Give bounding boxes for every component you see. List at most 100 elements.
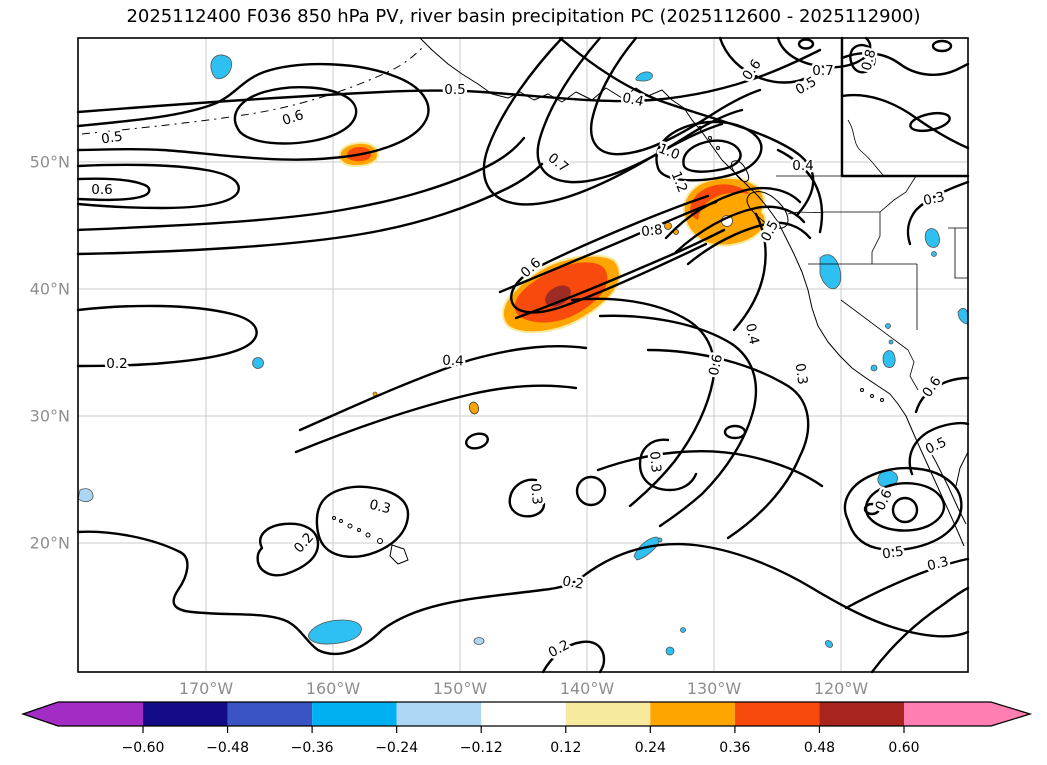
contour-label: 0.5 (881, 544, 905, 563)
hawaiian-islands-shape (333, 517, 336, 520)
contour-label: 0.8 (858, 48, 879, 73)
state-borders-shape (948, 228, 968, 278)
contour-label: 0.4 (621, 90, 645, 110)
lat-tick-label: 20°N (30, 534, 70, 553)
colorbar-tick-label: −0.60 (122, 740, 165, 756)
cyan-patch (666, 647, 674, 655)
cyan-patch (886, 324, 891, 329)
colorbar-tick-label: 0.60 (888, 740, 919, 756)
islet (717, 147, 720, 150)
hawaiian-islands-shape (348, 524, 352, 528)
cyan-patch (658, 538, 662, 542)
correlation-contours-shape (258, 524, 318, 576)
correlation-contours (78, 38, 968, 672)
correlation-contours-shape (296, 386, 576, 452)
colorbar-tick-label: −0.36 (291, 740, 334, 756)
lon-tick-label: 140°W (560, 679, 615, 698)
correlation-contours-shape (78, 64, 428, 160)
state-borders-shape (788, 212, 880, 214)
cyan-patch (820, 255, 841, 289)
contour-label: 0.2 (546, 637, 572, 661)
correlation-contours-shape (933, 41, 951, 51)
contour-label: 0.5 (444, 82, 465, 98)
hawaiian-islands-shape (390, 545, 408, 564)
correlation-contours-shape (600, 316, 756, 526)
lon-tick-label: 150°W (433, 679, 488, 698)
colorbar-segment (735, 702, 820, 726)
colorbar-segment (481, 702, 566, 726)
lat-tick-label: 40°N (30, 280, 70, 299)
cyan-patch (889, 340, 893, 344)
cyan-patch (883, 351, 895, 368)
contour-label: 0.7 (545, 150, 572, 176)
colorbar: −0.60 −0.48 −0.36 −0.24 −0.12 0.12 0.24 0.36 0.4… (23, 702, 1030, 756)
cyan-patch (78, 489, 93, 502)
cyan-patch (824, 639, 834, 649)
channel-island (881, 399, 884, 402)
contour-label: 0.3 (646, 451, 664, 474)
channel-island (871, 395, 874, 398)
correlation-contours-shape (591, 38, 760, 154)
correlation-contours-shape (465, 431, 490, 450)
contour-label: 0.5 (100, 129, 124, 148)
cyan-patch (932, 252, 937, 257)
contour-label: 0.6 (706, 353, 726, 377)
river (848, 120, 884, 176)
correlation-contours-shape (725, 426, 745, 438)
contour-label: 0.6 (91, 182, 112, 198)
correlation-contours-shape (598, 451, 822, 486)
contour-label: 0.3 (527, 483, 545, 506)
contour-label: 0.4 (442, 353, 464, 370)
colorbar-tick-label: −0.48 (206, 740, 249, 756)
cyan-patch (253, 358, 264, 369)
correlation-contours-shape (577, 477, 605, 505)
orange-dot (468, 401, 480, 415)
hawaiian-islands-shape (358, 529, 361, 532)
latitude-tick-labels: 50°N 40°N 30°N 20°N (30, 153, 70, 553)
colorbar-left-arrow (23, 702, 143, 726)
contour-label: 0.3 (922, 189, 946, 209)
contour-label: 0.2 (291, 530, 317, 557)
colorbar-segment (650, 702, 735, 726)
contour-label: 0.8 (640, 222, 663, 240)
lon-tick-label: 160°W (306, 679, 361, 698)
islet (709, 137, 712, 140)
contour-label: 0.5 (923, 434, 949, 458)
contour-label: 0.4 (742, 322, 762, 346)
correlation-contours-shape (648, 350, 808, 538)
cyan-patch (308, 620, 361, 644)
colorbar-segment (566, 702, 651, 726)
contour-label: 0.3 (792, 362, 811, 386)
correlation-contours-shape (893, 498, 917, 522)
colorbar-tick-label: 0.48 (804, 740, 835, 756)
state-borders-shape (880, 176, 916, 212)
colorbar-tick-label: 0.36 (719, 740, 750, 756)
map-plot: 50°N40°N30°N20°N 170°W160°W150°W140°W130… (0, 0, 1047, 765)
cyan-patch (474, 638, 484, 645)
lat-tick-label: 50°N (30, 153, 70, 172)
correlation-contours-shape (909, 110, 951, 134)
correlation-contours-shape (78, 179, 149, 200)
contour-label: 0.3 (368, 497, 393, 518)
figure: 2025112400 F036 850 hPa PV, river basin … (0, 0, 1047, 765)
state-borders-shape (908, 350, 918, 390)
contour-label: 0.4 (792, 158, 813, 174)
colorbar-segment (228, 702, 313, 726)
lon-tick-label: 170°W (179, 679, 234, 698)
colorbar-tick-label: 0.24 (635, 740, 666, 756)
correlation-contours-shape (78, 306, 257, 366)
correlation-contours-shape (872, 588, 968, 672)
channel-island (861, 389, 864, 392)
correlation-contours-shape (78, 532, 968, 654)
colorbar-tick-label: −0.24 (375, 740, 418, 756)
lat-tick-label: 30°N (30, 407, 70, 426)
colorbar-segment (143, 702, 228, 726)
colorbar-right-arrow (904, 702, 1030, 726)
contour-label: 1.2 (668, 169, 691, 195)
state-borders-shape (872, 212, 880, 264)
colorbar-tick-label: −0.12 (460, 740, 503, 756)
colorbar-tick-label: 0.12 (550, 740, 581, 756)
negative-correlation-patches (78, 55, 968, 655)
contour-label: 0.7 (812, 63, 833, 79)
state-borders-shape (841, 300, 908, 350)
